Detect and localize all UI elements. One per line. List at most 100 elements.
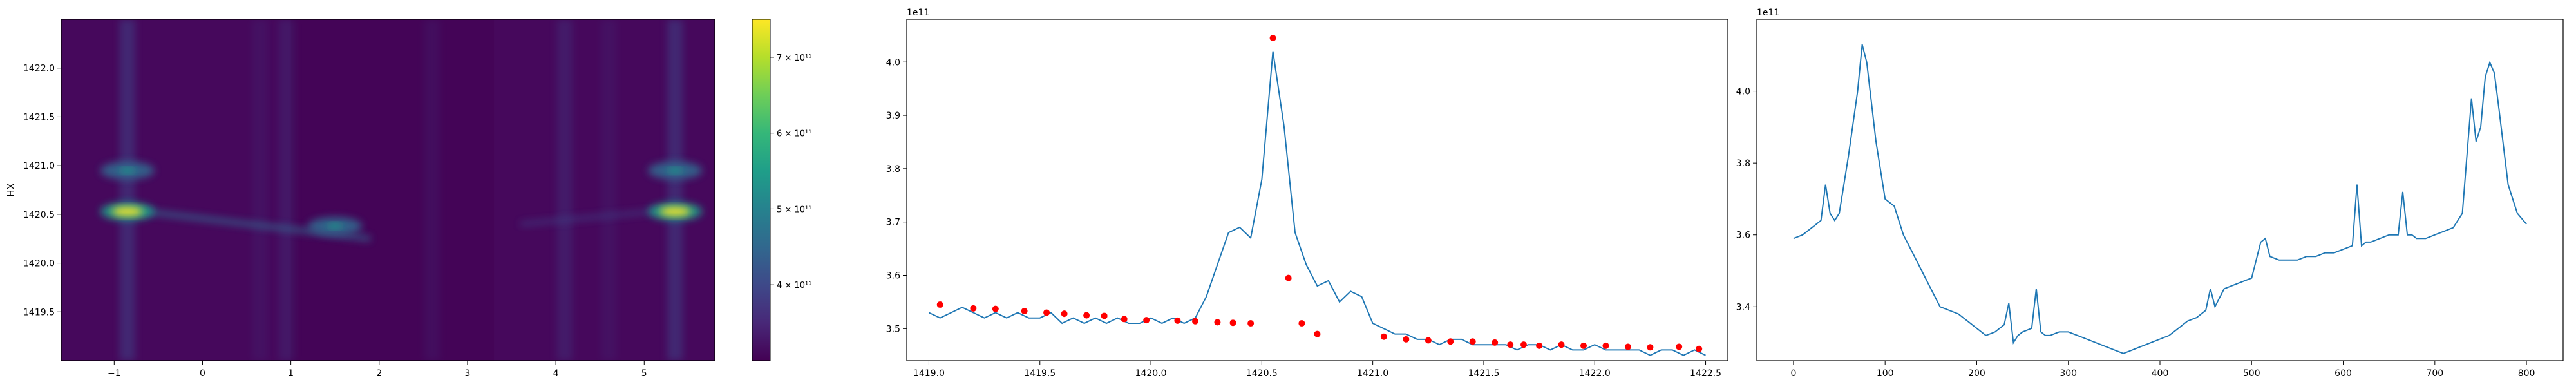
x-tick-label: 100 <box>1877 368 1894 379</box>
peak-marker <box>1602 342 1609 349</box>
heatmap-x-ticks: −1 0 1 2 3 4 5 <box>108 361 647 379</box>
y-tick-label: 3.7 <box>886 218 900 228</box>
heatmap-frame <box>61 19 715 361</box>
peak-marker <box>1492 339 1499 346</box>
heatmap-hotspot <box>659 207 691 216</box>
peak-marker <box>1507 341 1514 348</box>
y-tick-label: 3.6 <box>886 271 900 281</box>
panel-2-line <box>929 51 1706 356</box>
panel-3-line <box>1793 44 2527 354</box>
colorbar-ticks: 4 × 10¹¹ 5 × 10¹¹ 6 × 10¹¹ 7 × 10¹¹ <box>770 53 811 290</box>
y-tick-label: 3.9 <box>886 111 900 121</box>
colorbar: 4 × 10¹¹ 5 × 10¹¹ 6 × 10¹¹ 7 × 10¹¹ <box>752 19 811 361</box>
y-tick-label: 1421.5 <box>23 112 55 122</box>
x-tick-label: 1422.0 <box>1579 368 1611 379</box>
peak-marker <box>1191 318 1198 325</box>
panel-3-frame <box>1756 19 2564 361</box>
y-tick-label: 3.8 <box>886 164 900 175</box>
peak-marker <box>1229 319 1236 327</box>
peak-marker <box>1247 320 1255 327</box>
x-tick-label: 4 <box>553 368 559 379</box>
panel-2-x-ticks: 1419.0 1419.5 1420.0 1420.5 1421.0 1421.5 1422… <box>913 361 1721 379</box>
y-tick-label: 1420.0 <box>23 259 55 269</box>
heatmap-band <box>252 19 268 361</box>
line-panel-2: 1419.0 1419.5 1420.0 1420.5 1421.0 1421.5 1422… <box>886 8 1728 379</box>
heatmap-band <box>119 19 135 361</box>
x-tick-label: 2 <box>376 368 382 379</box>
peak-marker <box>1121 316 1128 323</box>
heatmap-ylabel: HX <box>5 183 17 197</box>
y-tick-label: 3.4 <box>1736 302 1750 312</box>
peak-marker <box>1061 310 1068 318</box>
peak-marker <box>1043 309 1050 316</box>
heatmap-band <box>278 19 294 361</box>
panel-3-offset-text: 1e11 <box>1757 8 1779 18</box>
peak-marker <box>1174 317 1181 324</box>
y-tick-label: 3.5 <box>886 324 900 334</box>
x-tick-label: 0 <box>200 368 205 379</box>
peak-marker <box>1536 342 1543 349</box>
x-tick-label: 500 <box>2243 368 2260 379</box>
x-tick-label: 800 <box>2518 368 2535 379</box>
peak-marker <box>1298 320 1305 327</box>
peak-marker <box>1021 307 1028 314</box>
x-tick-label: 1421.0 <box>1357 368 1388 379</box>
y-tick-label: 4.0 <box>1736 87 1750 97</box>
panel-3-x-ticks: 0 100 200 300 400 500 600 700 800 <box>1790 361 2535 379</box>
peak-marker <box>1624 343 1631 350</box>
x-tick-label: 1 <box>288 368 294 379</box>
peak-marker <box>1696 345 1703 352</box>
x-tick-label: 5 <box>641 368 647 379</box>
x-tick-label: 3 <box>464 368 470 379</box>
x-tick-label: 1420.0 <box>1135 368 1167 379</box>
x-tick-label: 1422.5 <box>1690 368 1721 379</box>
x-tick-label: 400 <box>2152 368 2169 379</box>
peak-marker <box>970 305 977 312</box>
heatmap-band <box>556 19 573 361</box>
heatmap-hotspot <box>327 223 344 229</box>
heatmap-band <box>601 19 617 361</box>
heatmap-y-ticks: 1419.5 1420.0 1420.5 1421.0 1421.5 1422.0 <box>23 64 61 318</box>
y-tick-label: 1422.0 <box>23 64 55 74</box>
x-tick-label: 200 <box>1968 368 1985 379</box>
heatmap-hotspot <box>667 167 684 173</box>
y-tick-label: 1419.5 <box>23 307 55 318</box>
panel-3-y-ticks: 3.4 3.6 3.8 4.0 <box>1736 87 1757 312</box>
heatmap-image <box>100 19 703 361</box>
x-tick-label: 1420.5 <box>1246 368 1278 379</box>
peak-marker <box>936 301 943 308</box>
x-tick-label: 1421.5 <box>1468 368 1499 379</box>
peak-marker <box>1269 34 1276 41</box>
x-tick-label: 1419.5 <box>1024 368 1056 379</box>
peak-marker <box>1520 341 1527 348</box>
peak-marker <box>1380 333 1387 340</box>
y-tick-label: 3.8 <box>1736 158 1750 169</box>
peak-marker <box>1647 344 1654 351</box>
x-tick-label: 0 <box>1790 368 1796 379</box>
line-panel-3: 0 100 200 300 400 500 600 700 800 3.4 3.6 3.8 4.0 1… <box>1736 8 2564 379</box>
y-tick-label: 3.6 <box>1736 231 1750 241</box>
heatmap-dark-region <box>290 19 495 361</box>
panel-2-markers <box>936 34 1703 352</box>
x-tick-label: −1 <box>108 368 121 379</box>
peak-marker <box>1214 319 1221 326</box>
heatmap-hotspot <box>111 207 143 216</box>
peak-marker <box>1101 312 1108 319</box>
heatmap-hotspot <box>118 167 137 173</box>
peak-marker <box>992 305 999 312</box>
x-tick-label: 300 <box>2060 368 2077 379</box>
heatmap-band <box>667 19 683 361</box>
peak-marker <box>1425 337 1432 344</box>
peak-marker <box>1558 341 1565 348</box>
colorbar-tick-label: 5 × 10¹¹ <box>777 205 811 214</box>
panel-2-offset-text: 1e11 <box>907 8 929 18</box>
peak-marker <box>1469 338 1476 345</box>
heatmap-band <box>424 19 440 361</box>
x-tick-label: 600 <box>2334 368 2352 379</box>
peak-marker <box>1676 343 1683 350</box>
panel-2-frame <box>906 19 1728 361</box>
y-tick-label: 1420.5 <box>23 210 55 220</box>
peak-marker <box>1314 330 1321 337</box>
